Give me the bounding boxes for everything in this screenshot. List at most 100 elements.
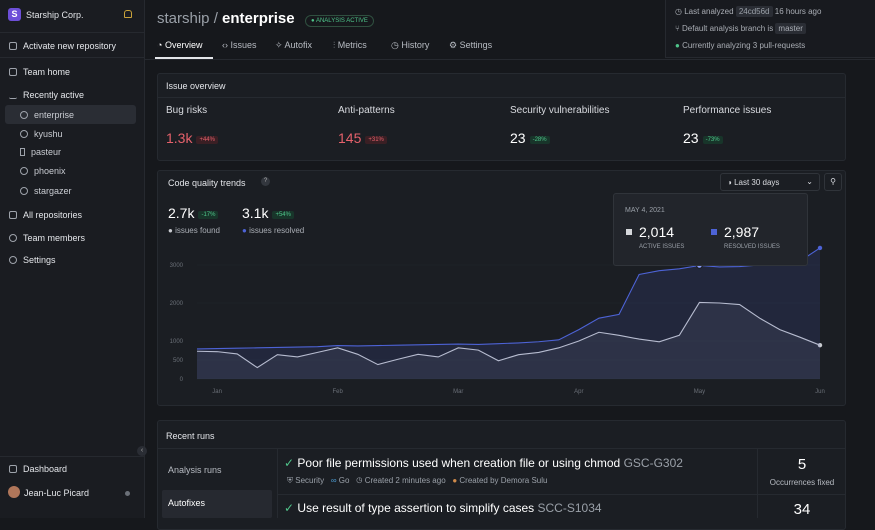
label: Metrics xyxy=(337,40,367,50)
check: ✓ xyxy=(284,456,295,470)
label: Currently analyzing 3 pull-requests xyxy=(682,41,806,50)
icon xyxy=(9,211,17,219)
tab[interactable]: ‹› Issues xyxy=(222,40,257,50)
run-tab[interactable]: Analysis runs xyxy=(168,465,222,475)
icon xyxy=(9,256,17,264)
divider xyxy=(277,448,278,518)
icon: ● xyxy=(675,41,680,50)
card-title: Recent runs xyxy=(166,431,215,441)
label: All repositories xyxy=(23,210,83,220)
legend-dot: ● xyxy=(242,226,247,235)
icon xyxy=(9,465,17,473)
tooltip-swatch xyxy=(626,229,632,235)
pin-button[interactable]: ⚲ xyxy=(824,173,842,191)
stat: 3.1k +54% xyxy=(242,205,294,221)
change: -17% xyxy=(198,211,219,219)
user-name[interactable]: Jean-Luc Picard xyxy=(24,488,90,498)
y-tick-label: 1000 xyxy=(170,339,184,345)
run-title[interactable]: ✓ Poor file permissions used when creati… xyxy=(284,456,683,470)
y-tick-label: 3000 xyxy=(170,263,184,269)
value: 145 xyxy=(338,130,362,146)
value: 23 xyxy=(510,130,526,146)
branch[interactable]: master xyxy=(775,23,806,34)
y-tick-label: 2000 xyxy=(170,301,184,307)
x-tick-label: Jun xyxy=(815,389,825,395)
default-branch: ⑂ Default analysis branch is master xyxy=(675,23,806,34)
run-tab[interactable]: Autofixes xyxy=(168,498,206,508)
icon xyxy=(20,130,28,138)
team-home[interactable]: Team home xyxy=(9,67,70,77)
org-name[interactable]: Starship Corp. xyxy=(26,10,84,20)
repo-link[interactable]: stargazer xyxy=(20,186,72,196)
tab[interactable]: ⚙ Settings xyxy=(449,40,493,50)
dashboard[interactable]: Dashboard xyxy=(9,464,67,474)
title: Poor file permissions used when creation… xyxy=(297,456,621,470)
change: -73% xyxy=(702,136,723,144)
change: +44% xyxy=(196,136,218,144)
collapse-button[interactable]: ‹ xyxy=(137,446,147,456)
help-icon[interactable]: ? xyxy=(261,177,270,186)
settings[interactable]: Settings xyxy=(9,255,56,265)
ago: 16 hours ago xyxy=(774,7,822,16)
label: stargazer xyxy=(34,186,72,196)
category: Security xyxy=(295,476,325,485)
change: -28% xyxy=(529,136,550,144)
change: +54% xyxy=(272,211,294,219)
metric-value: 23 -73% xyxy=(683,130,723,146)
language: Go xyxy=(338,476,350,485)
recently-active: Recently active xyxy=(9,90,84,100)
x-tick-label: Feb xyxy=(333,389,344,395)
all-repos[interactable]: All repositories xyxy=(9,210,82,220)
author-icon: ● xyxy=(452,476,458,485)
tab[interactable]: ◔ Overview xyxy=(157,40,203,50)
activate-repo[interactable]: Activate new repository xyxy=(9,41,116,51)
org-avatar: S xyxy=(8,8,21,21)
tab[interactable]: ⫶ Metrics xyxy=(333,40,367,50)
repo-link[interactable]: enterprise xyxy=(20,110,74,120)
repo-link[interactable]: kyushu xyxy=(20,129,63,139)
tab[interactable]: ◷ History xyxy=(391,40,430,50)
user-avatar xyxy=(8,486,20,498)
metric-label: Performance issues xyxy=(683,105,772,116)
last-analyzed: ◷ Last analyzed 24cd56d 16 hours ago xyxy=(675,6,822,17)
divider xyxy=(157,97,846,98)
metric-value: 23 -28% xyxy=(510,130,550,146)
label: Default analysis branch is xyxy=(682,24,774,33)
divider xyxy=(277,494,846,495)
commit[interactable]: 24cd56d xyxy=(735,6,773,17)
label: Team members xyxy=(23,233,86,243)
caret: ⌄ xyxy=(806,177,813,186)
x-tick-label: Mar xyxy=(453,389,463,395)
value: 23 xyxy=(683,130,699,146)
card-title: Code quality trends xyxy=(168,178,246,188)
label: History xyxy=(401,40,430,50)
label: Issues xyxy=(230,40,257,50)
owner: starship xyxy=(157,10,210,27)
run-count: 34 xyxy=(793,501,811,518)
repo-link[interactable]: pasteur xyxy=(20,147,61,157)
end-point xyxy=(817,245,823,251)
series-line xyxy=(196,301,821,369)
y-tick-label: 500 xyxy=(173,358,184,364)
divider xyxy=(157,448,846,449)
repo-link[interactable]: phoenix xyxy=(20,166,66,176)
range-dropdown[interactable]: ◑ Last 30 days ⌄ xyxy=(720,173,820,191)
legend-label: issues found xyxy=(175,226,220,235)
code: GSC-G302 xyxy=(623,456,683,470)
tooltip-value: 2,014 xyxy=(639,224,675,240)
icon xyxy=(9,234,17,242)
team-members[interactable]: Team members xyxy=(9,233,85,243)
run-title[interactable]: ✓ Use result of type assertion to simpli… xyxy=(284,501,602,515)
series-area xyxy=(197,247,820,379)
icon xyxy=(9,91,17,99)
run-meta: ⛨ Security ∞ Go ◷ Created 2 minutes ago … xyxy=(287,476,548,485)
notification-icon[interactable] xyxy=(124,10,132,18)
analyzing: ● Currently analyzing 3 pull-requests xyxy=(675,41,805,50)
value: 2.7k xyxy=(168,205,195,221)
label: Last analyzed xyxy=(684,7,734,16)
metric-label: Bug risks xyxy=(166,105,208,116)
analysis-info xyxy=(665,0,875,58)
tab[interactable]: ✧ Autofix xyxy=(275,40,313,50)
series-area xyxy=(197,302,820,379)
